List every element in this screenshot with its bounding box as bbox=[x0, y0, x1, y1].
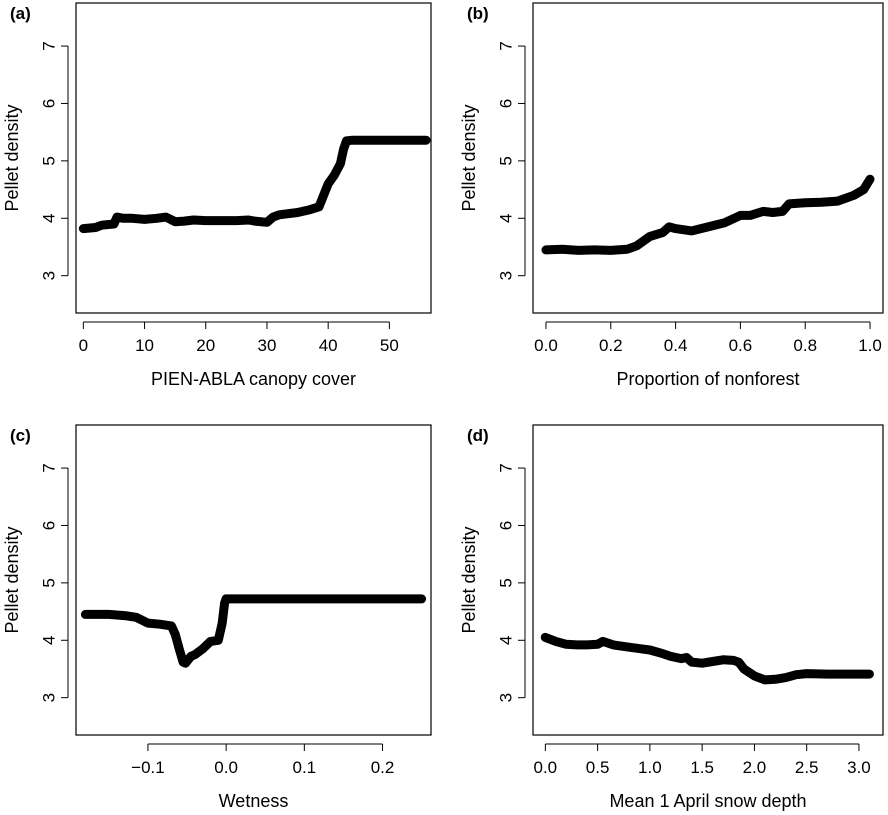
x-axis-title: Wetness bbox=[219, 791, 289, 811]
y-tick-label: 7 bbox=[497, 41, 516, 50]
x-tick-label: 0.5 bbox=[586, 758, 610, 777]
panel-label: (b) bbox=[467, 4, 489, 23]
x-tick-label: 2.5 bbox=[795, 758, 819, 777]
y-tick-label: 5 bbox=[497, 578, 516, 587]
series-line bbox=[541, 174, 875, 255]
x-axis-title: Mean 1 April snow depth bbox=[609, 791, 806, 811]
x-tick-label: 0.0 bbox=[534, 336, 558, 355]
x-tick-label: 50 bbox=[380, 336, 399, 355]
y-tick-label: 4 bbox=[497, 214, 516, 223]
plot-frame bbox=[75, 424, 432, 736]
y-tick-label: 6 bbox=[40, 99, 59, 108]
y-axis-title: Pellet density bbox=[2, 526, 22, 633]
y-tick-label: 5 bbox=[497, 156, 516, 165]
y-tick-label: 3 bbox=[497, 693, 516, 702]
panel-label: (c) bbox=[10, 426, 31, 445]
panel-2: (b) 0.0 0.2 0.4 0.6 0.8 1.0 3 4 5 6 7 Proportion of … bbox=[459, 2, 884, 389]
y-tick-label: 3 bbox=[497, 271, 516, 280]
x-tick-label: 0.8 bbox=[793, 336, 817, 355]
x-tick-label: 1.0 bbox=[638, 758, 662, 777]
y-tick-label: 5 bbox=[40, 578, 59, 587]
y-tick-label: 7 bbox=[40, 41, 59, 50]
panel-3: (c) −0.1 0.0 0.1 0.2 3 4 5 6 7 Wetness Pellet densi… bbox=[2, 424, 432, 811]
x-tick-label: 0 bbox=[79, 336, 88, 355]
y-axis-title: Pellet density bbox=[459, 526, 479, 633]
panel-label: (d) bbox=[467, 426, 489, 445]
panel-4: (d) 0.0 0.5 1.0 1.5 2.0 2.5 3.0 3 4 5 6 7 Mean 1 Apri… bbox=[459, 424, 884, 811]
x-tick-label: 2.0 bbox=[743, 758, 767, 777]
y-axis-title: Pellet density bbox=[2, 104, 22, 211]
x-tick-label: 0.1 bbox=[293, 758, 317, 777]
y-tick-label: 4 bbox=[497, 636, 516, 645]
x-axis-title: PIEN-ABLA canopy cover bbox=[151, 369, 356, 389]
series-line bbox=[540, 632, 874, 685]
y-tick-label: 4 bbox=[40, 214, 59, 223]
y-tick-label: 7 bbox=[497, 463, 516, 472]
x-tick-label: 0.0 bbox=[534, 758, 558, 777]
y-tick-label: 6 bbox=[497, 521, 516, 530]
series-line bbox=[78, 135, 431, 234]
panel-1: (a) 0 10 20 30 40 50 3 4 5 6 7 PIEN-ABLA canopy cove… bbox=[2, 2, 432, 389]
y-tick-label: 4 bbox=[40, 636, 59, 645]
x-tick-label: 1.0 bbox=[858, 336, 882, 355]
x-tick-label: 10 bbox=[135, 336, 154, 355]
x-tick-label: 0.0 bbox=[214, 758, 238, 777]
y-tick-label: 6 bbox=[497, 99, 516, 108]
x-tick-label: 30 bbox=[258, 336, 277, 355]
y-tick-label: 3 bbox=[40, 693, 59, 702]
plot-frame bbox=[532, 2, 884, 314]
x-tick-label: 20 bbox=[196, 336, 215, 355]
x-tick-label: 0.2 bbox=[599, 336, 623, 355]
y-tick-label: 5 bbox=[40, 156, 59, 165]
x-tick-label: 3.0 bbox=[847, 758, 871, 777]
x-tick-label: 0.4 bbox=[664, 336, 688, 355]
y-tick-label: 7 bbox=[40, 463, 59, 472]
y-tick-label: 3 bbox=[40, 271, 59, 280]
plot-frame bbox=[532, 424, 884, 736]
x-tick-label: 0.2 bbox=[371, 758, 395, 777]
plot-frame bbox=[75, 2, 432, 314]
y-axis-title: Pellet density bbox=[459, 104, 479, 211]
x-tick-label: 0.6 bbox=[729, 336, 753, 355]
y-tick-label: 6 bbox=[40, 521, 59, 530]
series-line bbox=[80, 594, 427, 668]
panel-label: (a) bbox=[10, 4, 31, 23]
x-tick-label: −0.1 bbox=[131, 758, 165, 777]
x-tick-label: 40 bbox=[319, 336, 338, 355]
x-axis-title: Proportion of nonforest bbox=[616, 369, 799, 389]
x-tick-label: 1.5 bbox=[690, 758, 714, 777]
